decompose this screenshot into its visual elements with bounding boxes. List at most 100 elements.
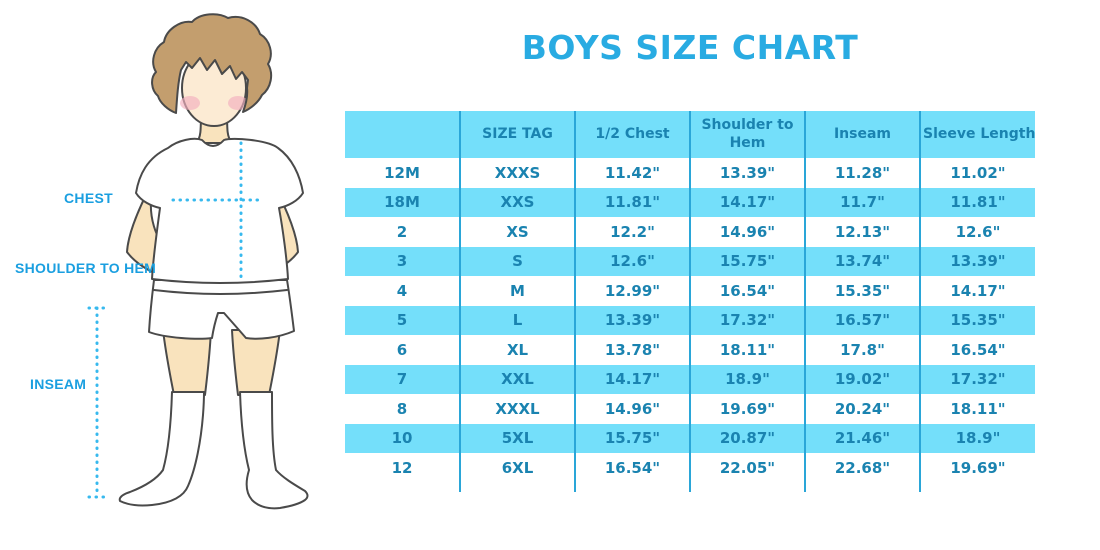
table-row: 2 XS 12.2" 14.96" 12.13" 12.6" <box>345 217 1035 247</box>
shorts <box>148 279 295 340</box>
row-size-label: 3 <box>396 252 408 271</box>
measurement-cell: S <box>459 246 575 276</box>
page-title: BOYS SIZE CHART <box>521 28 859 67</box>
size-table-body: 12M XXXS 11.42" 13.39" 11.28" 11.02" 18M XXS 11.… <box>345 158 1035 492</box>
header-row: SIZE TAG 1/2 Chest Shoulder to Hem Inseam Sl… <box>345 111 1035 158</box>
measurement-cell: 20.24" <box>804 394 920 424</box>
measurement-cell: 13.74" <box>804 246 920 276</box>
measurement-cell: 11.42" <box>574 158 690 188</box>
column-header: Inseam <box>804 111 920 158</box>
table-row: 3 S 12.6" 15.75" 13.74" 13.39" <box>345 246 1035 276</box>
shirt <box>135 137 304 284</box>
measurement-cell: 11.81" <box>574 187 690 217</box>
measurement-cell: 14.96" <box>574 394 690 424</box>
size-table-header: SIZE TAG 1/2 Chest Shoulder to Hem Inseam Sl… <box>345 111 1035 158</box>
table-row: 4 M 12.99" 16.54" 15.35" 14.17" <box>345 276 1035 306</box>
measurement-cell: XXL <box>459 364 575 394</box>
measurement-cell: 11.28" <box>804 158 920 188</box>
hair <box>151 13 273 114</box>
measurement-cell: 6XL <box>459 453 575 483</box>
measurement-cell: L <box>459 305 575 335</box>
table-row: 12M XXXS 11.42" 13.39" 11.28" 11.02" <box>345 158 1035 188</box>
left-leg <box>162 329 212 396</box>
measurement-cell: 12.6" <box>574 246 690 276</box>
table-row: 5 L 13.39" 17.32" 16.57" 15.35" <box>345 305 1035 335</box>
measurement-cell: 11.7" <box>804 187 920 217</box>
boy-illustration <box>87 13 309 510</box>
left-cheek <box>180 96 200 110</box>
measurement-cell: XS <box>459 217 575 247</box>
table-row: 7 XXL 14.17" 18.9" 19.02" 17.32" <box>345 364 1035 394</box>
measurement-cell: 18.11" <box>919 394 1035 424</box>
inseam-label: INSEAM <box>30 376 87 392</box>
table-row: 18M XXS 11.81" 14.17" 11.7" 11.81" <box>345 187 1035 217</box>
measurement-cell: 14.17" <box>574 364 690 394</box>
measurement-cell: 16.54" <box>574 453 690 483</box>
chest-label: CHEST <box>64 190 113 206</box>
right-sock <box>239 391 309 510</box>
measurement-cell: 16.54" <box>919 335 1035 365</box>
right-cheek <box>228 96 248 110</box>
column-header: SIZE TAG <box>459 111 575 158</box>
column-header: Shoulder to Hem <box>689 111 805 158</box>
measurement-cell: 12.6" <box>919 217 1035 247</box>
measurement-cell: M <box>459 276 575 306</box>
measurement-cell: 12.13" <box>804 217 920 247</box>
measurement-cell: 13.78" <box>574 335 690 365</box>
measurement-cell: 22.68" <box>804 453 920 483</box>
row-size-label: 10 <box>391 429 413 448</box>
table-row: 12 6XL 16.54" 22.05" 22.68" 19.69" <box>345 453 1035 483</box>
measurement-cell: 15.75" <box>574 423 690 453</box>
measurement-cell: 19.69" <box>919 453 1035 483</box>
row-size-label: 8 <box>396 399 408 418</box>
measurement-cell: 22.05" <box>689 453 805 483</box>
measurement-cell: 5XL <box>459 423 575 453</box>
measurement-cell: 17.32" <box>689 305 805 335</box>
measurement-cell: XXS <box>459 187 575 217</box>
row-size-label: 4 <box>396 281 408 300</box>
shoulder-to-hem-label: SHOULDER TO HEM <box>15 260 157 276</box>
measurement-cell: 13.39" <box>574 305 690 335</box>
shorts-waist-seam <box>153 289 288 295</box>
boy-figure-panel: CHEST SHOULDER TO HEM INSEAM <box>0 0 345 550</box>
measurement-cell: 20.87" <box>689 423 805 453</box>
row-size-label: 2 <box>396 222 408 241</box>
measurement-cell: 18.9" <box>919 423 1035 453</box>
divider-extension-row <box>345 482 1035 492</box>
measurement-cell: XXXL <box>459 394 575 424</box>
row-size-label: 12 <box>391 458 413 477</box>
measurement-cell: 13.39" <box>689 158 805 188</box>
measurement-cell: 15.35" <box>919 305 1035 335</box>
table-row: 10 5XL 15.75" 20.87" 21.46" 18.9" <box>345 423 1035 453</box>
row-size-label: 18M <box>384 193 420 212</box>
column-header: Sleeve Length <box>919 111 1035 158</box>
measurement-cell: 12.2" <box>574 217 690 247</box>
measurement-cell: 16.54" <box>689 276 805 306</box>
measurement-cell: XL <box>459 335 575 365</box>
row-size-label: 5 <box>396 311 408 330</box>
measurement-cell: 18.9" <box>689 364 805 394</box>
measurement-cell: 21.46" <box>804 423 920 453</box>
measurement-cell: 14.17" <box>689 187 805 217</box>
measurement-cell: 16.57" <box>804 305 920 335</box>
measurement-cell: 17.8" <box>804 335 920 365</box>
table-row: 8 XXXL 14.96" 19.69" 20.24" 18.11" <box>345 394 1035 424</box>
measurement-cell: 18.11" <box>689 335 805 365</box>
measurement-cell: 19.02" <box>804 364 920 394</box>
measurement-cell: 19.69" <box>689 394 805 424</box>
measurement-cell: 17.32" <box>919 364 1035 394</box>
row-size-label: 12M <box>384 163 420 182</box>
measurement-cell: 11.81" <box>919 187 1035 217</box>
measurement-cell: 11.02" <box>919 158 1035 188</box>
measurement-cell: 15.75" <box>689 246 805 276</box>
table-row: 6 XL 13.78" 18.11" 17.8" 16.54" <box>345 335 1035 365</box>
column-header: 1/2 Chest <box>574 111 690 158</box>
size-table: SIZE TAG 1/2 Chest Shoulder to Hem Inseam Sl… <box>345 111 1035 492</box>
row-size-label: 6 <box>396 340 408 359</box>
measurement-cell: 15.35" <box>804 276 920 306</box>
left-sock <box>118 391 205 507</box>
measurement-cell: XXXS <box>459 158 575 188</box>
measurement-cell: 12.99" <box>574 276 690 306</box>
column-header <box>345 111 460 158</box>
